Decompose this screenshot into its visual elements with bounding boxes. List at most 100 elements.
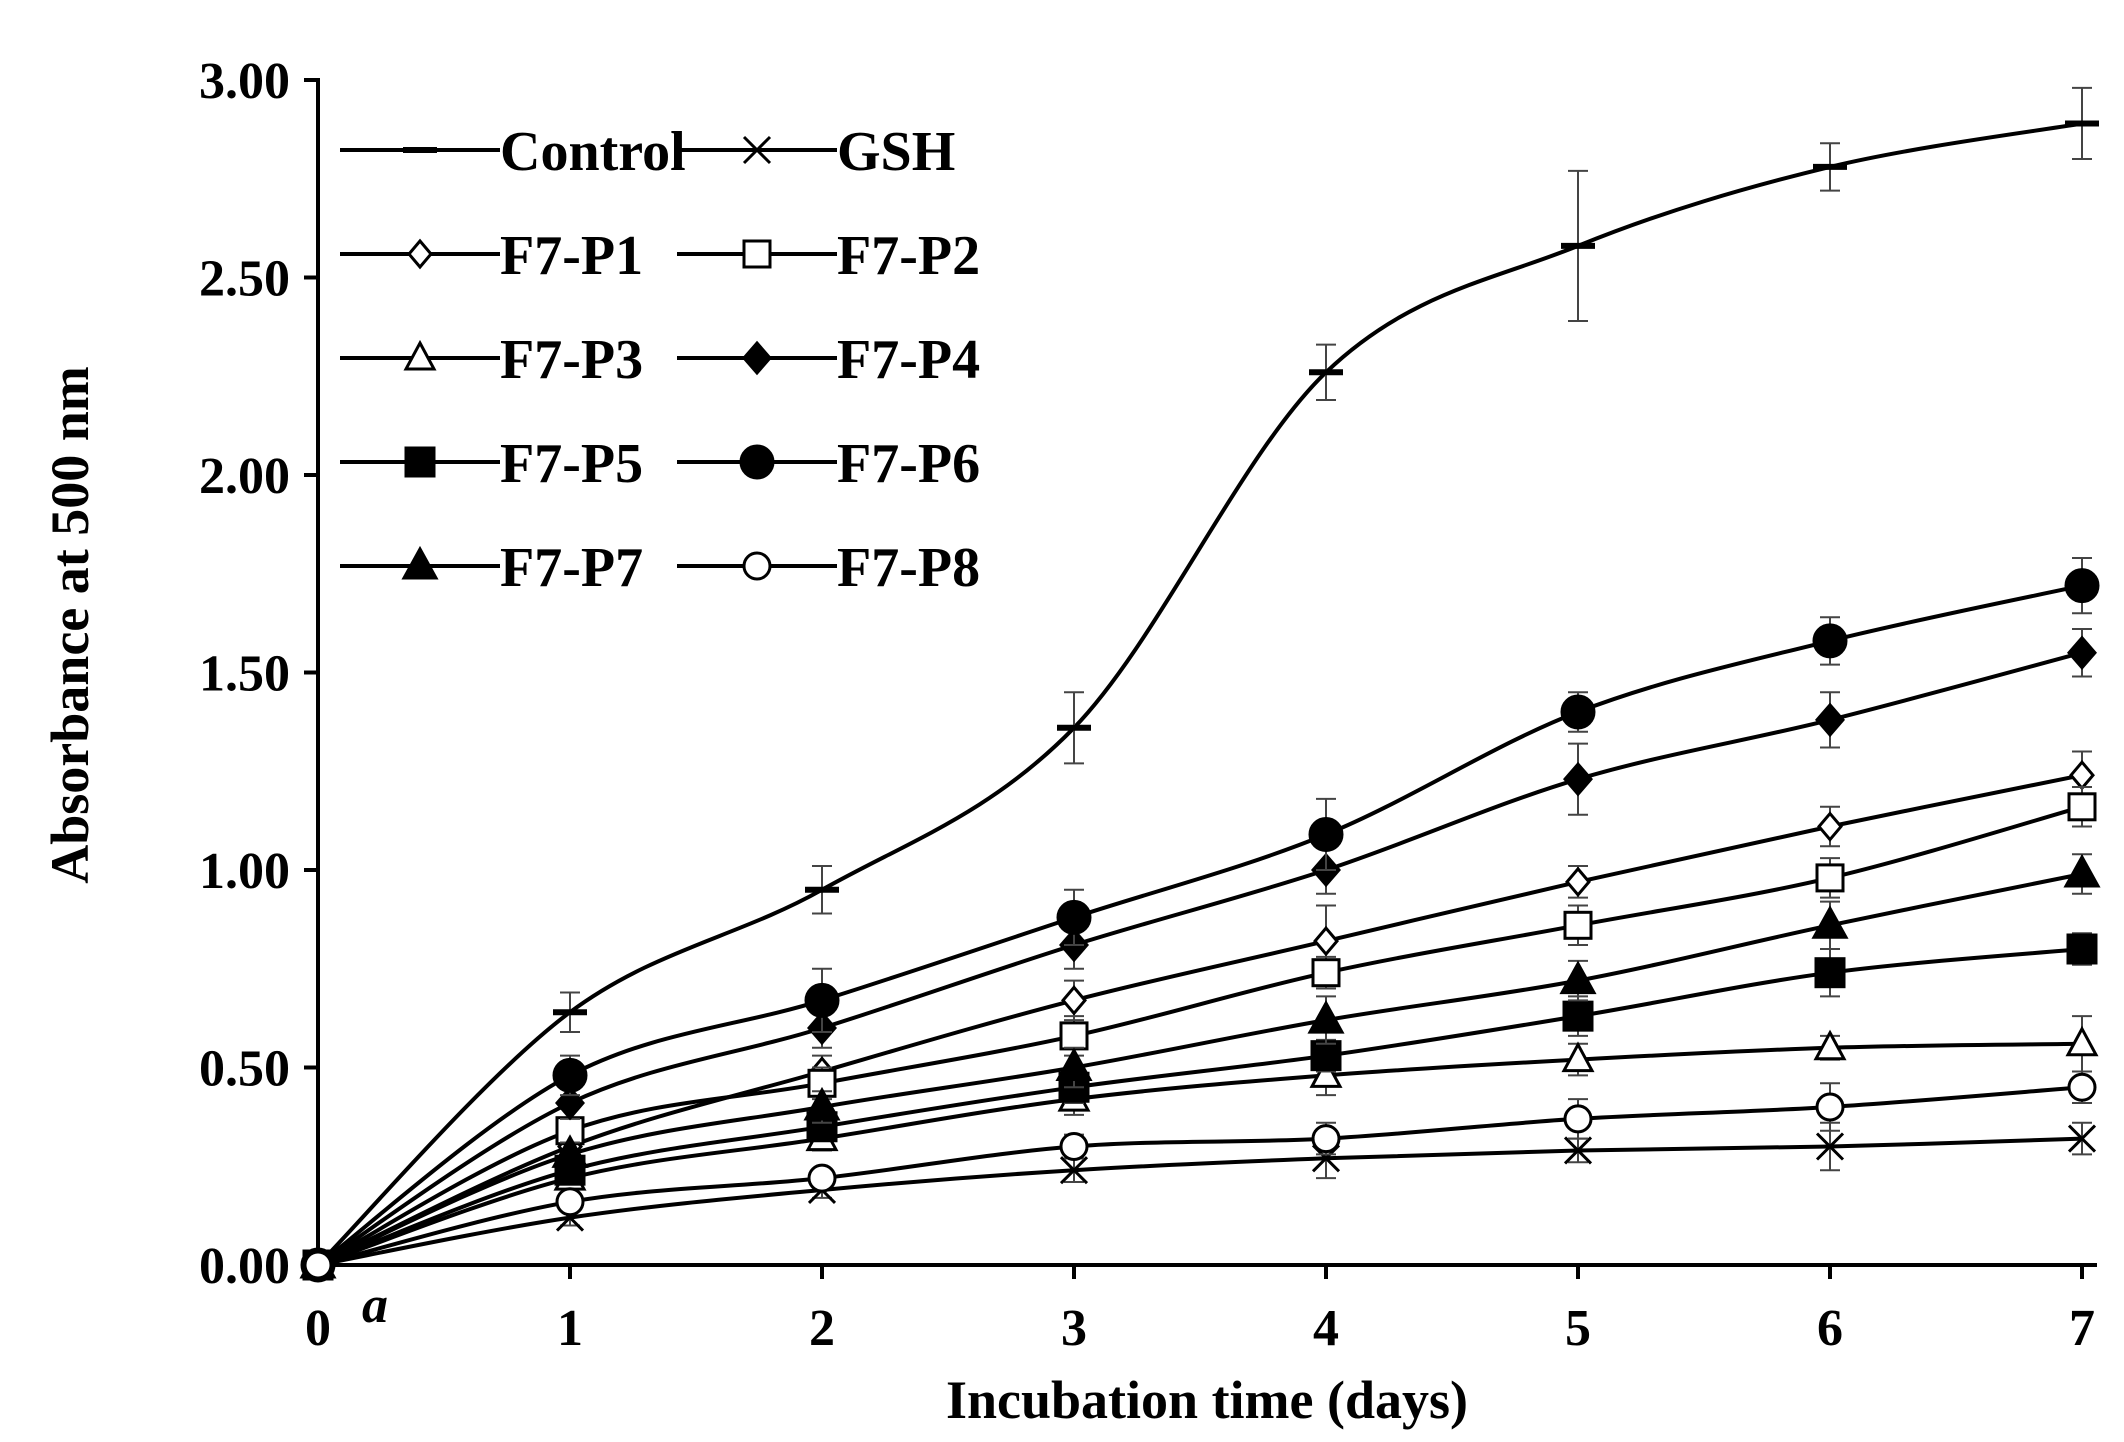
data-point-f7-p6 [1056, 899, 1092, 935]
legend-item-f7-p1: F7-P1 [340, 225, 643, 287]
legend-marker-f7-p8 [742, 551, 772, 581]
series-line-f7-p3 [317, 1041, 2083, 1267]
data-point-f7-p5 [1562, 1000, 1594, 1032]
legend-label-f7-p8: F7-P8 [837, 537, 980, 599]
data-point-f7-p8 [1311, 1124, 1341, 1154]
x-tick-label: 1 [557, 1300, 583, 1357]
data-point-f7-p5 [2066, 933, 2098, 965]
data-point-gsh-stroke [1059, 1156, 1089, 1185]
data-point-f7-p8 [1563, 1104, 1593, 1134]
legend-item-gsh: GSH [677, 121, 955, 183]
legend-marker-f7-p2 [742, 239, 772, 269]
data-point-f7-p3 [1561, 1041, 1595, 1073]
legend-marker-gsh-stroke [742, 135, 772, 165]
legend-marker-f7-p3 [403, 339, 437, 371]
legend-label-f7-p5: F7-P5 [500, 433, 643, 495]
legend-marker-f7-p1 [407, 238, 433, 270]
series-line-f7-p7 [317, 872, 2083, 1267]
series-line-gsh [317, 1136, 2083, 1267]
data-point-gsh [1059, 1156, 1089, 1185]
data-point-f7-p8 [303, 1250, 333, 1280]
data-point-gsh [1815, 1132, 1845, 1161]
data-point-f7-p6 [2064, 568, 2100, 604]
series-line-f7-p4 [316, 650, 2083, 1267]
series-line-control [316, 121, 2083, 1267]
data-point-f7-p8 [2067, 1072, 2097, 1102]
series-line-f7-p8 [317, 1085, 2083, 1267]
data-point-f7-p6 [804, 982, 840, 1018]
data-point-f7-p5 [1310, 1040, 1342, 1072]
series-line-f7-p6 [316, 583, 2083, 1267]
y-tick-label: 1.50 [199, 646, 290, 703]
legend-marker-f7-p7 [401, 545, 439, 580]
legend-label-f7-p7: F7-P7 [500, 537, 643, 599]
y-tick-label: 2.50 [199, 251, 290, 308]
legend-marker-f7-p5 [404, 446, 436, 478]
data-point-f7-p3 [1813, 1029, 1847, 1061]
data-point-gsh-stroke [1815, 1132, 1845, 1161]
series-control [301, 86, 2099, 1268]
series-f7-p8 [303, 1070, 2097, 1280]
x-tick-label: 3 [1061, 1300, 1087, 1357]
data-point-f7-p1 [1565, 866, 1591, 898]
legend-label-f7-p1: F7-P1 [500, 225, 643, 287]
data-point-gsh-stroke [2067, 1124, 2097, 1153]
legend-item-f7-p3: F7-P3 [340, 329, 643, 391]
panel-label: a [362, 1277, 388, 1334]
y-tick-label: 1.00 [199, 843, 290, 900]
series-f7-p5 [302, 932, 2098, 1281]
data-point-f7-p6 [1560, 694, 1596, 730]
data-point-f7-p7 [551, 1134, 589, 1168]
x-tick-label: 5 [1565, 1300, 1591, 1357]
legend-item-f7-p8: F7-P8 [677, 537, 980, 599]
data-point-f7-p4 [2067, 635, 2097, 671]
data-point-f7-p7 [1307, 999, 1345, 1034]
x-tick-label: 2 [809, 1300, 835, 1357]
data-point-f7-p8 [1059, 1132, 1089, 1161]
legend-item-control: Control [340, 121, 686, 183]
y-tick-label: 0.00 [199, 1238, 290, 1295]
data-point-f7-p7 [1055, 1047, 1093, 1081]
data-point-f7-p8 [1815, 1092, 1845, 1122]
data-point-f7-p8 [555, 1187, 585, 1217]
series-line-f7-p5 [317, 947, 2083, 1267]
series-line-f7-p2 [317, 804, 2083, 1267]
legend-item-f7-p5: F7-P5 [340, 433, 643, 495]
data-point-f7-p2 [1815, 863, 1845, 893]
legend-label-f7-p2: F7-P2 [837, 225, 980, 287]
data-point-gsh [1563, 1136, 1593, 1165]
legend-item-f7-p2: F7-P2 [677, 225, 980, 287]
legend-label-control: Control [500, 121, 686, 183]
data-point-f7-p1 [1061, 985, 1087, 1016]
x-tick-label: 4 [1313, 1300, 1339, 1357]
data-point-f7-p4 [1815, 702, 1845, 738]
data-point-f7-p1 [1313, 925, 1339, 957]
data-point-f7-p1 [1817, 811, 1843, 842]
data-point-gsh-stroke [1563, 1136, 1593, 1165]
legend-label-f7-p6: F7-P6 [837, 433, 980, 495]
data-point-f7-p7 [803, 1086, 841, 1121]
x-tick-label: 6 [1817, 1300, 1843, 1357]
x-tick-label: 0 [305, 1300, 331, 1357]
legend-item-f7-p6: F7-P6 [677, 433, 980, 495]
y-tick-label: 3.00 [199, 53, 290, 110]
data-point-f7-p6 [1812, 623, 1848, 659]
data-point-f7-p1 [2069, 759, 2095, 791]
data-point-f7-p2 [1059, 1021, 1089, 1051]
data-point-f7-p2 [1563, 910, 1593, 940]
legend-marker-f7-p6 [739, 444, 775, 480]
y-axis-title: Absorbance at 500 nm [40, 366, 100, 884]
data-point-f7-p8 [807, 1163, 837, 1193]
x-tick-label: 7 [2069, 1300, 2095, 1357]
data-point-f7-p6 [1308, 816, 1344, 852]
series-line-f7-p1 [317, 773, 2083, 1267]
legend-label-f7-p3: F7-P3 [500, 329, 643, 391]
data-point-f7-p3 [2065, 1025, 2099, 1057]
data-point-f7-p4 [1563, 761, 1593, 797]
legend-label-f7-p4: F7-P4 [837, 329, 980, 391]
data-point-f7-p2 [1311, 958, 1341, 988]
legend-marker-gsh [742, 135, 772, 165]
data-point-f7-p6 [552, 1057, 588, 1093]
legend-item-f7-p7: F7-P7 [340, 537, 643, 599]
